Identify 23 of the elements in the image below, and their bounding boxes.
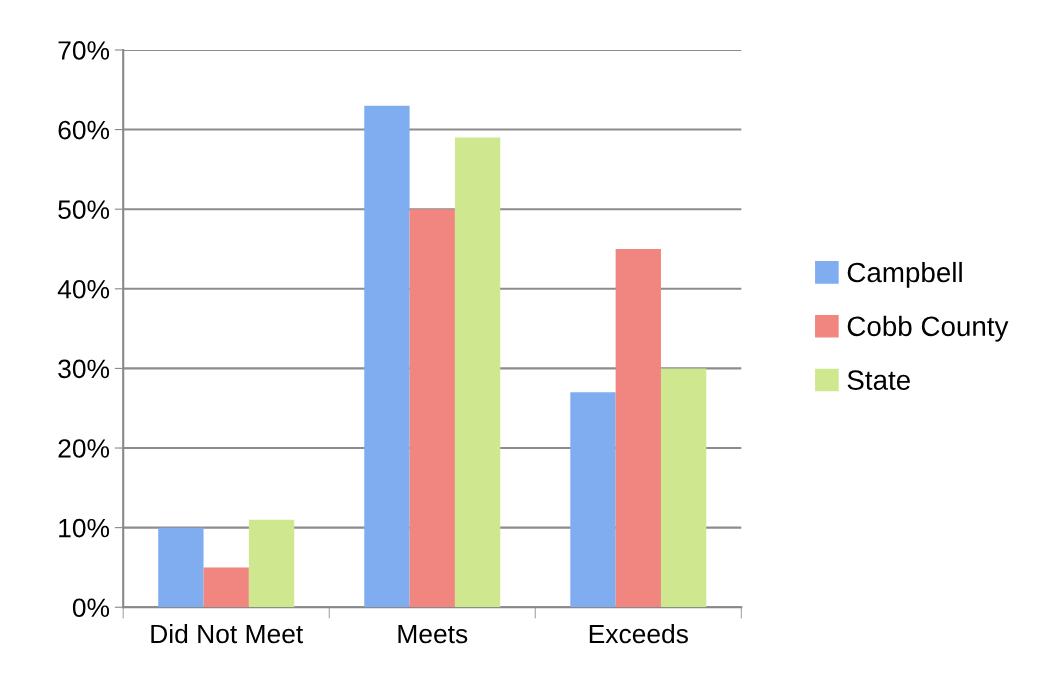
bar (364, 105, 410, 608)
y-tick-label: 20% (58, 439, 110, 458)
bar (158, 527, 204, 608)
y-tick-label: 30% (58, 359, 110, 379)
bar (615, 249, 661, 608)
bar (409, 209, 455, 608)
x-tick-label: Meets (398, 624, 468, 644)
bar (454, 137, 501, 608)
x-tick-label: Exceeds (589, 623, 688, 644)
y-tick-label: 70% (58, 41, 110, 60)
bar (660, 368, 707, 608)
y-tick-label: 60% (58, 120, 110, 140)
y-tick-label: 40% (57, 279, 110, 299)
legend-label: State (847, 370, 910, 390)
legend-label: Cobb County (847, 315, 1009, 342)
y-tick-label: 0% (72, 598, 110, 618)
x-tick-label: Did Not Meet (151, 623, 304, 644)
y-tick-label: 10% (59, 518, 110, 538)
bar (248, 519, 295, 608)
bar (570, 392, 616, 608)
y-tick-label: 50% (58, 200, 110, 220)
legend-label: Campbell (847, 261, 962, 288)
bar (203, 567, 249, 608)
